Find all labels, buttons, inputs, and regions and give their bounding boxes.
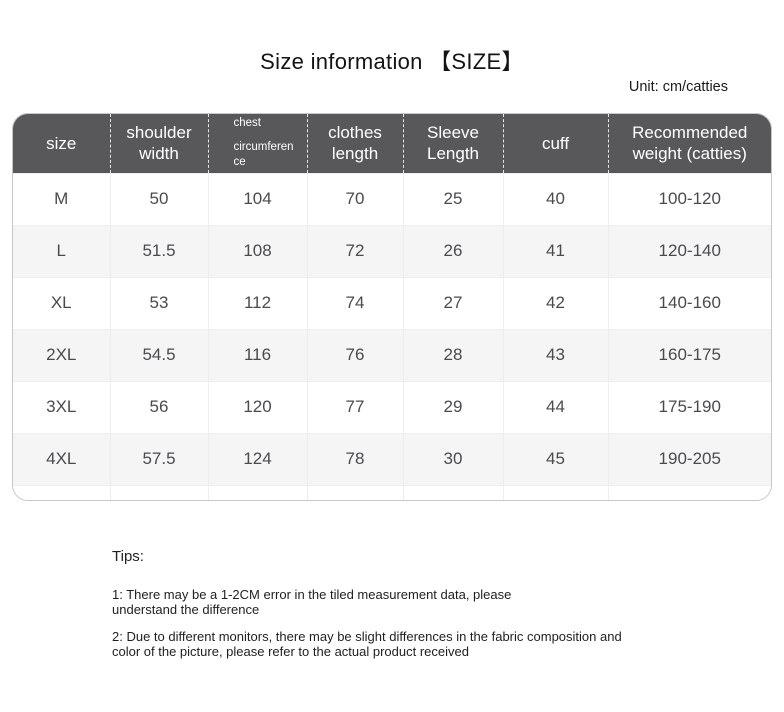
- table-row-2xl: 2XL 54.5 116 76 28 43 160-175: [13, 328, 771, 381]
- value-cell: 40: [502, 172, 608, 225]
- value-cell: 100-120: [607, 172, 771, 225]
- value-cell: 56: [109, 380, 208, 433]
- value-cell: 175-190: [607, 380, 771, 433]
- size-cell: M: [13, 172, 110, 225]
- column-header-sleeve-length: Sleeve Length: [402, 114, 503, 173]
- column-header-shoulder-width: shoulder width: [109, 114, 208, 173]
- value-cell: 70: [306, 172, 403, 225]
- tip-2-line-2: color of the picture, please refer to th…: [112, 644, 469, 659]
- value-cell: 112: [207, 276, 307, 329]
- value-cell: 42: [502, 276, 608, 329]
- value-cell: 30: [402, 432, 503, 485]
- table-header: size shoulder width chest circumference …: [13, 114, 771, 173]
- column-header-cuff: cuff: [502, 114, 608, 173]
- tip-item-1: 1: There may be a 1-2CM error in the til…: [112, 587, 784, 617]
- value-cell: 116: [207, 328, 307, 381]
- value-cell: 108: [207, 224, 307, 277]
- size-cell: 3XL: [13, 380, 110, 433]
- value-cell: 140-160: [607, 276, 771, 329]
- unit-label: Unit: cm/catties: [628, 79, 728, 95]
- value-cell: 120: [207, 380, 307, 433]
- value-cell: 104: [207, 172, 307, 225]
- tip-2-line-1: 2: Due to different monitors, there may …: [112, 629, 622, 644]
- value-cell: 53: [109, 276, 208, 329]
- value-cell: 25: [402, 172, 503, 225]
- value-cell: 43: [502, 328, 608, 381]
- value-cell: 77: [306, 380, 403, 433]
- size-table-container: size shoulder width chest circumference …: [12, 113, 772, 501]
- table-header-row: size shoulder width chest circumference …: [13, 114, 771, 173]
- size-table: size shoulder width chest circumference …: [13, 114, 771, 500]
- value-cell: 54.5: [109, 328, 208, 381]
- tip-1-line-1: 1: There may be a 1-2CM error in the til…: [112, 587, 512, 602]
- value-cell: 76: [306, 328, 403, 381]
- value-cell: 190-205: [607, 432, 771, 485]
- column-header-clothes-length: clothes length: [306, 114, 403, 173]
- chest-header-line1: chest: [233, 117, 262, 130]
- tips-heading: Tips:: [112, 548, 144, 565]
- table-row-l: L 51.5 108 72 26 41 120-140: [13, 224, 771, 277]
- size-cell: 4XL: [13, 432, 110, 485]
- value-cell: 50: [109, 172, 208, 225]
- tip-item-2: 2: Due to different monitors, there may …: [112, 629, 784, 659]
- value-cell: 160-175: [607, 328, 771, 381]
- table-row-4xl: 4XL 57.5 124 78 30 45 190-205: [13, 432, 771, 485]
- value-cell: 51.5: [109, 224, 208, 277]
- value-cell: 120-140: [607, 224, 771, 277]
- chest-header-line2: circumference: [233, 141, 294, 169]
- size-cell: L: [13, 224, 110, 277]
- tips-section: Tips: 1: There may be a 1-2CM error in t…: [112, 548, 784, 671]
- table-row-3xl: 3XL 56 120 77 29 44 175-190: [13, 380, 771, 433]
- value-cell: 27: [402, 276, 503, 329]
- value-cell: 78: [306, 432, 403, 485]
- value-cell: 124: [207, 432, 307, 485]
- value-cell: 41: [502, 224, 608, 277]
- table-body: M 50 104 70 25 40 100-120 L 51.5 108 72 …: [13, 172, 771, 500]
- value-cell: 45: [502, 432, 608, 485]
- size-cell: XL: [13, 276, 110, 329]
- table-row-m: M 50 104 70 25 40 100-120: [13, 172, 771, 225]
- column-header-recommended-weight: Recommended weight (catties): [607, 114, 771, 173]
- value-cell: 29: [402, 380, 503, 433]
- value-cell: 72: [306, 224, 403, 277]
- column-header-size: size: [13, 114, 110, 173]
- page-title: Size information 【SIZE】: [260, 49, 524, 74]
- value-cell: 44: [502, 380, 608, 433]
- size-cell: 2XL: [13, 328, 110, 381]
- value-cell: 28: [402, 328, 503, 381]
- table-footer-spacer: [13, 484, 771, 500]
- value-cell: 26: [402, 224, 503, 277]
- table-row-xl: XL 53 112 74 27 42 140-160: [13, 276, 771, 329]
- column-header-chest-circumference: chest circumference: [207, 114, 307, 173]
- tip-1-line-2: understand the difference: [112, 602, 260, 617]
- value-cell: 57.5: [109, 432, 208, 485]
- value-cell: 74: [306, 276, 403, 329]
